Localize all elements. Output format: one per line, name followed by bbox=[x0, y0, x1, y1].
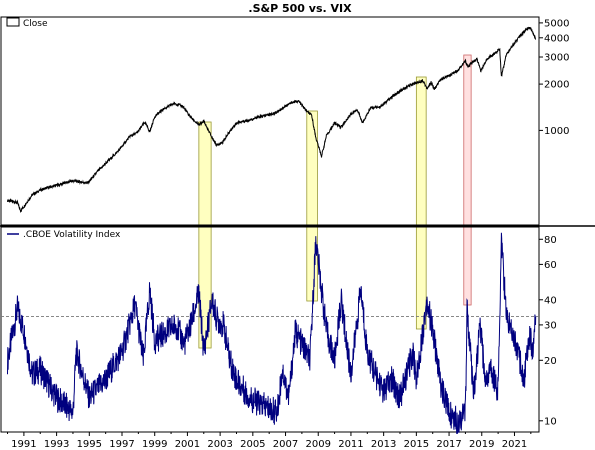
y-tick-label: 20 bbox=[544, 356, 557, 367]
x-tick-label: 2013 bbox=[371, 439, 396, 450]
x-tick-label: 1995 bbox=[77, 439, 102, 450]
highlight-period-4 bbox=[463, 54, 472, 306]
legend-vix: .CBOE Volatility Index bbox=[7, 230, 121, 240]
y-tick-label: 3000 bbox=[544, 53, 569, 64]
legend-vix-label: .CBOE Volatility Index bbox=[23, 230, 121, 240]
x-tick-label: 1999 bbox=[142, 439, 167, 450]
x-tick-label: 2015 bbox=[404, 439, 429, 450]
vix-panel: 10 20 30 40 60 80 .CBOE Volatility Index bbox=[0, 226, 557, 434]
x-tick-label: 2007 bbox=[273, 439, 298, 450]
x-tick-label: 2019 bbox=[469, 439, 494, 450]
vix-plot-frame bbox=[0, 226, 540, 433]
x-tick-label: 2009 bbox=[306, 439, 331, 450]
x-tick-label: 2011 bbox=[338, 439, 363, 450]
y-tick-label: 5000 bbox=[544, 18, 569, 29]
sp500-y-axis: 1000 2000 3000 4000 5000 bbox=[539, 18, 569, 137]
chart-title: .S&P 500 vs. VIX bbox=[248, 2, 352, 15]
x-tick-label: 1991 bbox=[11, 439, 36, 450]
vix-y-axis: 10 20 30 40 60 80 bbox=[539, 235, 557, 427]
y-tick-label: 40 bbox=[544, 295, 557, 306]
sp500-panel: 1000 2000 3000 4000 5000 Close bbox=[0, 16, 569, 226]
x-tick-label: 2005 bbox=[240, 439, 265, 450]
y-tick-label: 4000 bbox=[544, 33, 569, 44]
x-tick-label: 2001 bbox=[175, 439, 200, 450]
y-tick-label: 10 bbox=[544, 416, 557, 427]
sp500-plot-frame bbox=[0, 16, 540, 226]
x-tick-label: 1993 bbox=[44, 439, 69, 450]
legend-close-label: Close bbox=[23, 19, 48, 29]
y-tick-label: 1000 bbox=[544, 126, 569, 137]
legend-close-swatch bbox=[6, 17, 20, 27]
highlight-period-2 bbox=[306, 110, 318, 302]
x-axis: 1991 1993 1995 1997 1999 2001 2003 2005 2007 2009… bbox=[7, 432, 532, 450]
highlight-period-3 bbox=[415, 76, 427, 330]
legend-close: Close bbox=[6, 17, 48, 29]
y-tick-label: 2000 bbox=[544, 80, 569, 91]
y-tick-label: 60 bbox=[544, 260, 557, 271]
y-tick-label: 80 bbox=[544, 235, 557, 246]
x-tick-label: 2003 bbox=[207, 439, 232, 450]
x-tick-label: 2021 bbox=[502, 439, 527, 450]
y-tick-label: 30 bbox=[544, 320, 557, 331]
x-tick-label: 1997 bbox=[109, 439, 134, 450]
x-tick-label: 2017 bbox=[436, 439, 461, 450]
sp500-close-line bbox=[7, 26, 537, 213]
vix-line bbox=[7, 232, 537, 434]
highlight-periods bbox=[198, 54, 472, 349]
